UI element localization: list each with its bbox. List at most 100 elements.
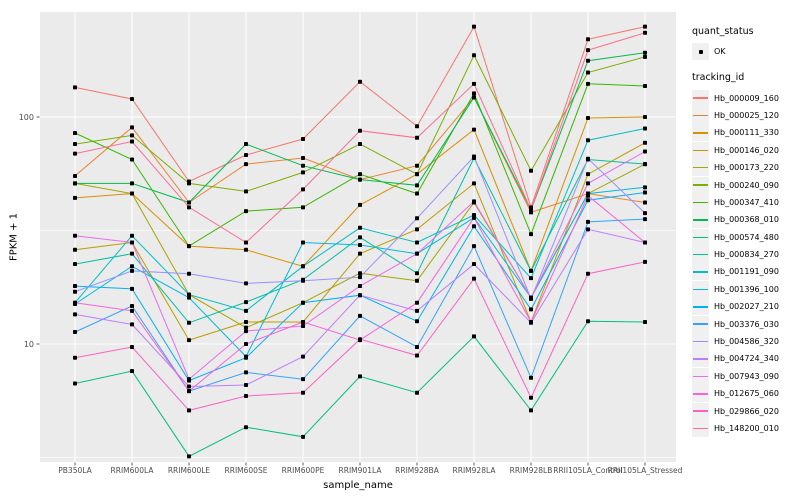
data-point: [643, 83, 647, 88]
data-point: [130, 286, 134, 291]
data-point: [643, 240, 647, 245]
data-point: [586, 193, 590, 198]
legend-key-box: [692, 298, 709, 316]
data-point: [415, 191, 419, 196]
data-point: [643, 217, 647, 222]
data-point: [301, 163, 305, 168]
data-point: [73, 151, 77, 156]
data-point: [529, 268, 533, 273]
data-point: [586, 156, 590, 161]
legend-item-label: Hb_004724_340: [714, 354, 779, 364]
data-point: [472, 53, 476, 58]
data-point: [301, 264, 305, 269]
data-point: [187, 200, 191, 205]
data-point: [301, 390, 305, 395]
data-point: [187, 320, 191, 325]
legend-line-swatch: [693, 166, 708, 169]
data-point: [73, 284, 77, 289]
legend-item-label: Hb_004586_320: [714, 337, 779, 347]
legend-line-swatch: [693, 375, 708, 378]
data-point: [358, 242, 362, 247]
data-point: [586, 115, 590, 120]
data-point: [415, 124, 419, 129]
data-point: [73, 247, 77, 252]
data-point: [415, 308, 419, 313]
legend-item-label: Hb_000368_010: [714, 215, 779, 225]
legend-item-label: Hb_000146_020: [714, 145, 779, 155]
data-point: [529, 168, 533, 173]
data-point: [130, 233, 134, 238]
legend-line-swatch: [693, 132, 708, 134]
x-tick-label: RRIM600LA: [111, 466, 155, 475]
data-point: [415, 300, 419, 305]
data-point: [244, 320, 248, 325]
legend-item-label: Hb_000111_330: [714, 128, 779, 138]
legend-item: Hb_002027_210: [692, 298, 779, 316]
data-point: [73, 381, 77, 386]
data-point: [358, 284, 362, 289]
data-point: [358, 374, 362, 379]
data-point: [244, 370, 248, 375]
data-point: [586, 58, 590, 63]
data-point: [130, 322, 134, 327]
legend-line-swatch: [693, 201, 708, 204]
data-point: [130, 308, 134, 313]
data-point: [415, 163, 419, 168]
x-tick-label: RRII105LA_Control: [553, 466, 623, 475]
data-point: [529, 375, 533, 380]
data-point: [130, 97, 134, 102]
data-point: [586, 81, 590, 86]
legend-key-box: [692, 106, 709, 124]
legend-line-swatch: [693, 340, 708, 343]
data-point: [244, 425, 248, 430]
data-point: [643, 115, 647, 119]
legend-key-box: [692, 124, 709, 142]
legend-line-swatch: [693, 114, 708, 117]
data-point: [472, 224, 476, 229]
data-point: [643, 54, 647, 59]
data-point: [187, 292, 191, 297]
data-point: [415, 278, 419, 283]
x-axis-title: sample_name: [323, 480, 393, 491]
data-point: [301, 377, 305, 382]
data-point: [643, 185, 647, 190]
legend-item: Hb_001396_100: [692, 280, 779, 298]
legend: quant_status OK tracking_id Hb_000009_16…: [692, 26, 779, 437]
legend-line-swatch: [693, 97, 708, 99]
data-point: [472, 24, 476, 29]
data-point: [643, 30, 647, 35]
data-point: [301, 205, 305, 210]
data-point: [73, 329, 77, 334]
data-point: [472, 244, 476, 249]
legend-line-swatch: [693, 236, 708, 238]
data-point: [187, 338, 191, 343]
legend-item: Hb_000347_410: [692, 193, 779, 211]
data-point: [244, 189, 248, 194]
data-point: [73, 173, 77, 178]
x-tick-label: RRIM928BA: [395, 466, 440, 475]
y-axis-title: FPKM + 1: [8, 212, 20, 262]
data-point: [244, 153, 248, 158]
data-point: [472, 181, 476, 186]
data-point: [415, 345, 419, 350]
legend-item-label: Hb_007943_090: [714, 371, 779, 381]
data-point: [358, 142, 362, 147]
data-point: [586, 271, 590, 276]
data-point: [586, 172, 590, 177]
data-point: [73, 142, 77, 147]
data-point: [586, 48, 590, 53]
x-tick-label: RRIM901LA: [339, 466, 383, 475]
data-point: [529, 295, 533, 300]
data-point: [415, 227, 419, 232]
legend-item-label: Hb_029866_020: [714, 406, 779, 416]
legend-tracking-id-items: Hb_000009_160 Hb_000025_120 Hb_000111_330 H…: [692, 89, 779, 437]
data-point: [244, 355, 248, 360]
data-point: [130, 345, 134, 350]
legend-item-label: Hb_002027_210: [714, 302, 779, 312]
data-point: [244, 342, 248, 346]
data-point: [415, 353, 419, 358]
legend-item-label: Hb_000347_410: [714, 197, 779, 207]
data-point: [358, 293, 362, 298]
